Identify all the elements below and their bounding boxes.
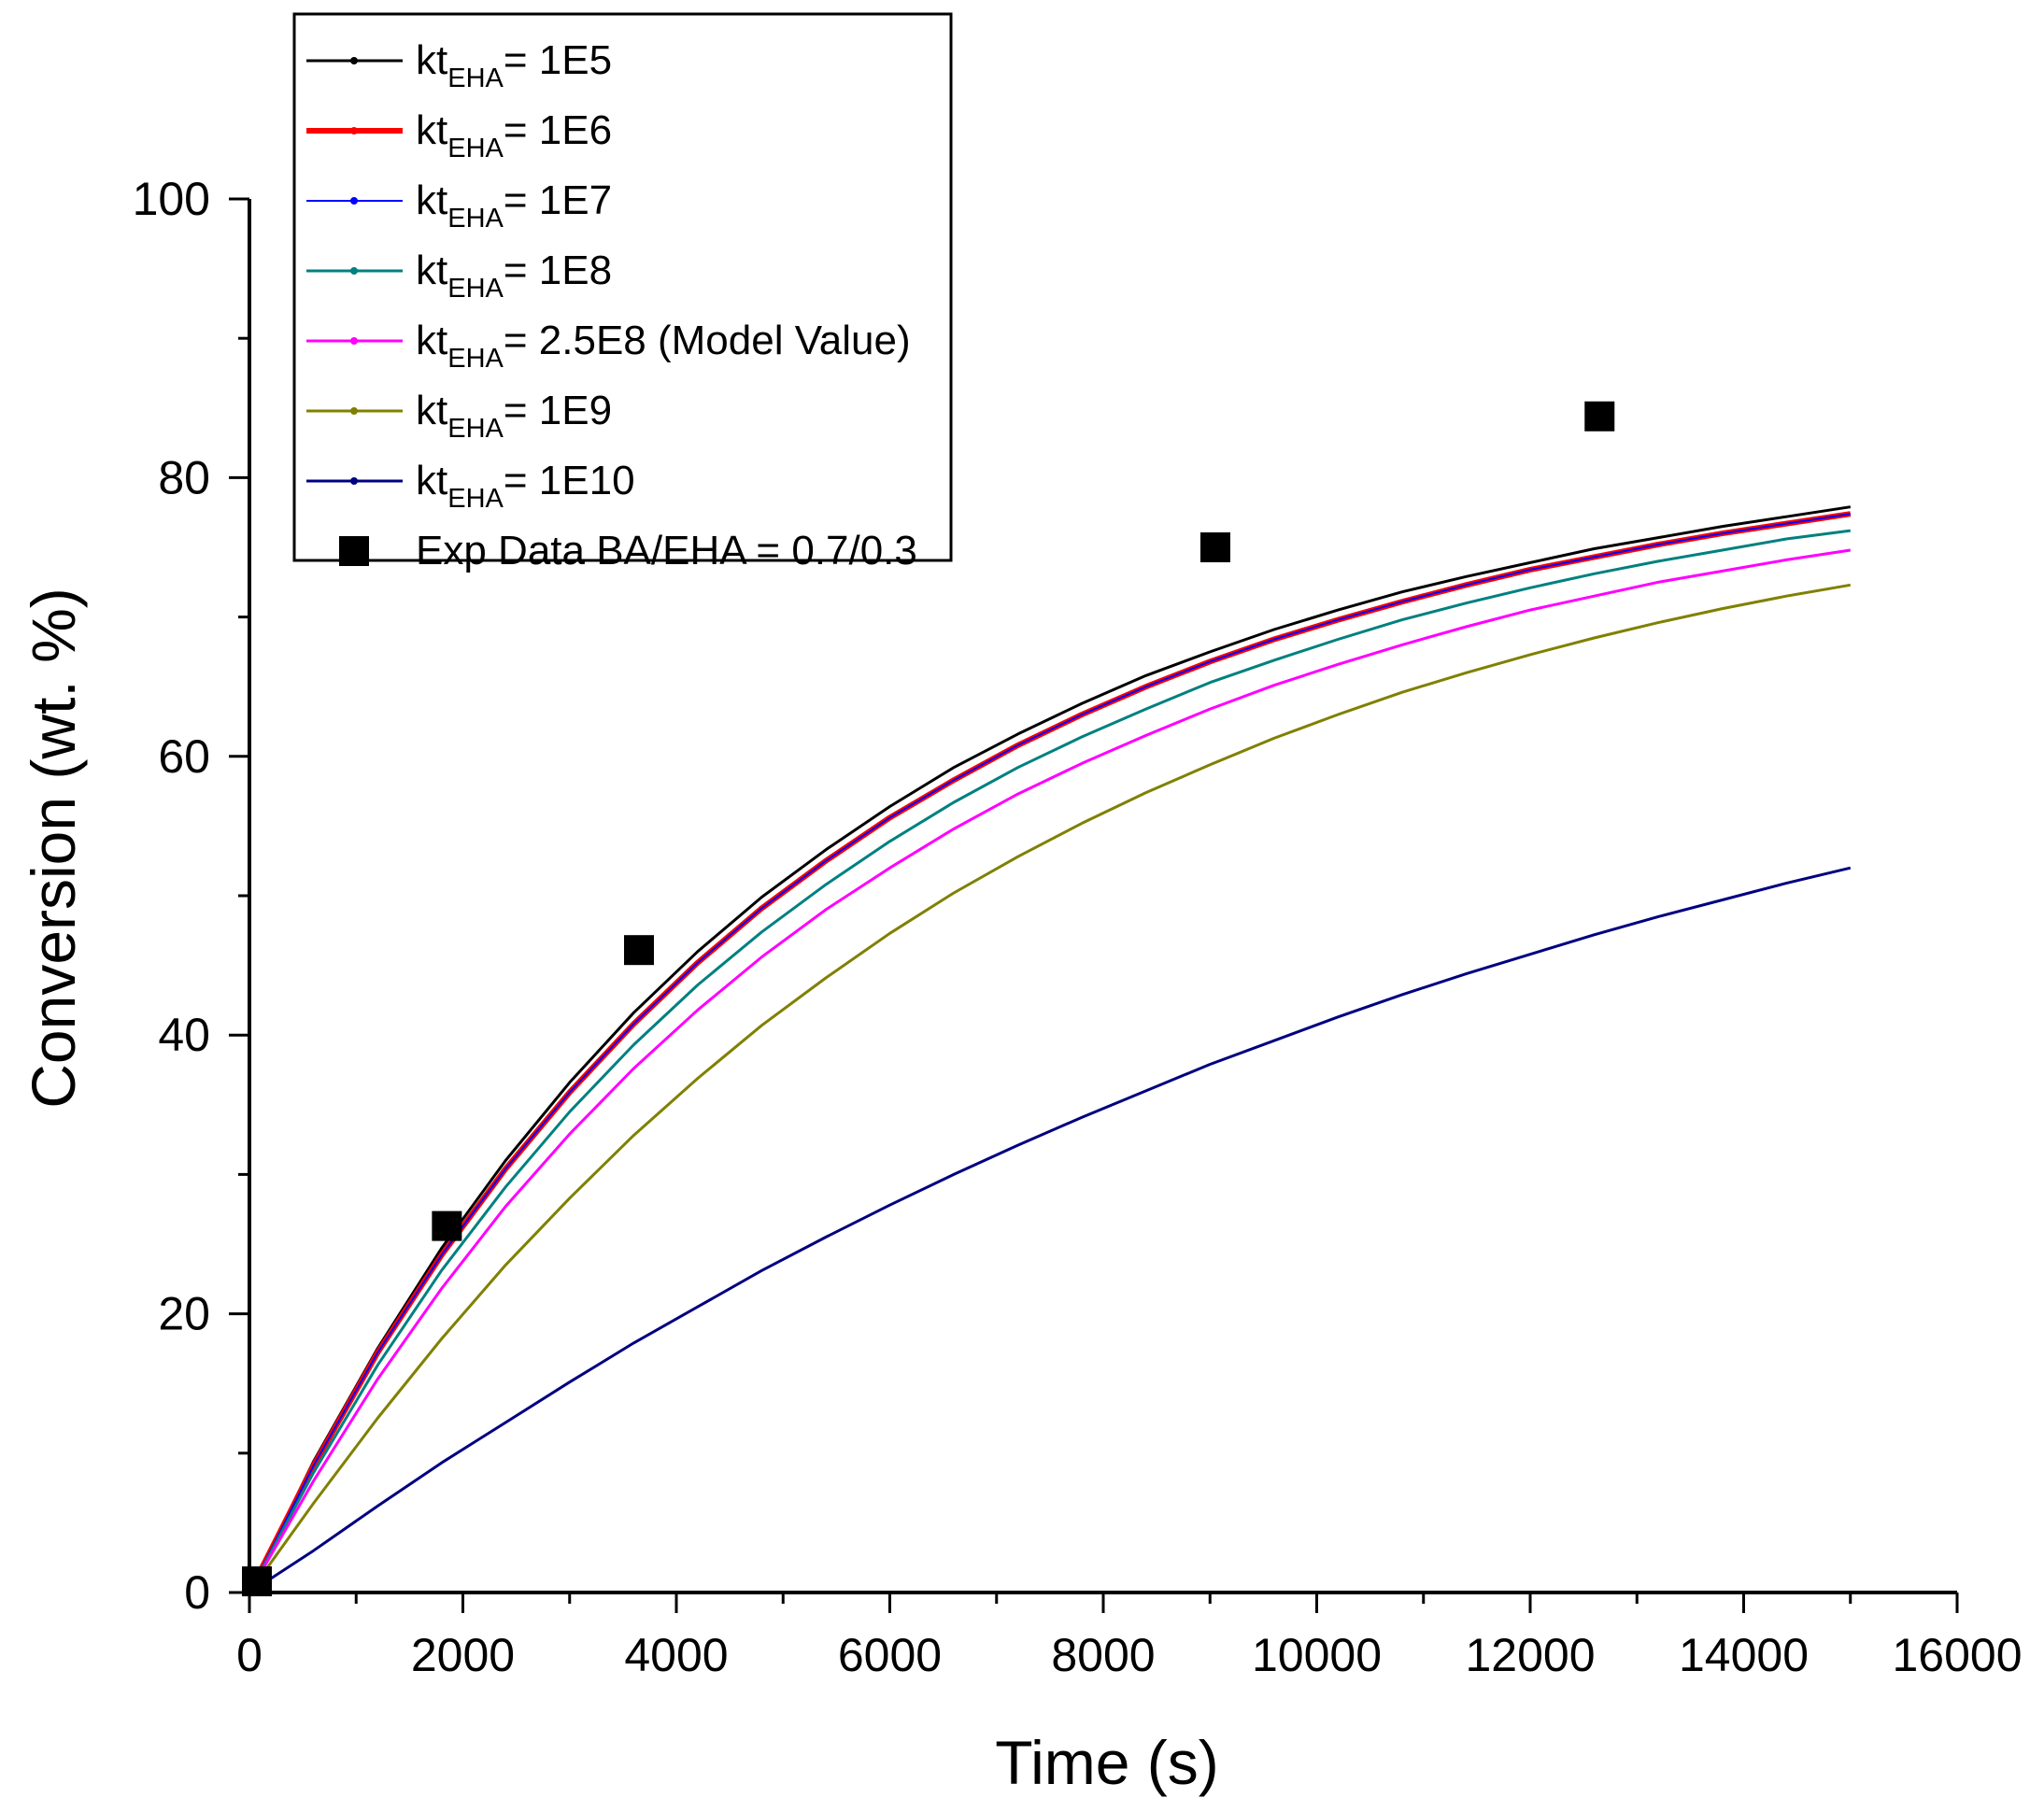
legend-label-2.5E8: ktEHA= 2.5E8 (Model Value) xyxy=(416,318,911,374)
legend-label-1E7: ktEHA= 1E7 xyxy=(416,177,612,234)
legend-label-suffix: = 1E9 xyxy=(504,388,612,433)
legend-label-suffix: = 2.5E8 (Model Value) xyxy=(504,318,911,363)
x-tick-label: 12000 xyxy=(1465,1629,1595,1681)
data-point xyxy=(1199,532,1230,562)
legend-label-prefix: kt xyxy=(416,107,447,153)
y-tick-label: 100 xyxy=(133,173,210,225)
legend-marker-1E5 xyxy=(350,57,358,64)
legend-label-1E5: ktEHA= 1E5 xyxy=(416,37,612,93)
legend-label-subscript: EHA xyxy=(447,344,504,374)
legend-label-prefix: kt xyxy=(416,318,447,363)
x-axis-title: Time (s) xyxy=(995,1728,1219,1797)
axes: 0 2000 4000 6000 8000 10000 12000 14000 16000 0 20… xyxy=(133,173,2023,1681)
legend-marker-1E6 xyxy=(350,127,358,134)
legend-label-suffix: = 1E6 xyxy=(504,107,612,153)
series-line-2.5E8 xyxy=(248,548,1852,1593)
legend-label-suffix: = 1E10 xyxy=(504,458,635,503)
legend-swatch-exp-data xyxy=(339,536,369,566)
legend-label-1E9: ktEHA= 1E9 xyxy=(416,388,612,444)
y-tick-label: 80 xyxy=(158,451,210,503)
x-tick-label: 4000 xyxy=(624,1629,728,1681)
legend-label-subscript: EHA xyxy=(447,414,504,444)
legend-label-suffix: = 1E7 xyxy=(504,177,612,223)
y-tick-label: 0 xyxy=(184,1566,210,1619)
series-line-1E6 xyxy=(247,511,1852,1594)
series-line-1E10 xyxy=(248,866,1852,1594)
x-tick-label: 16000 xyxy=(1892,1629,2022,1681)
x-tick-label: 10000 xyxy=(1252,1629,1382,1681)
legend-label-exp-data: Exp Data BA/EHA = 0.7/0.3 xyxy=(416,528,917,573)
data-point xyxy=(432,1210,462,1241)
legend-label-prefix: kt xyxy=(416,458,447,503)
legend-label-subscript: EHA xyxy=(447,134,504,163)
series-line-1E5 xyxy=(248,505,1852,1593)
legend-label-1E10: ktEHA= 1E10 xyxy=(416,458,635,514)
legend-label-subscript: EHA xyxy=(447,64,504,93)
y-tick-label: 60 xyxy=(158,730,210,783)
x-tick-label: 2000 xyxy=(411,1629,515,1681)
legend-label-suffix: = 1E8 xyxy=(504,248,612,293)
legend-marker-1E10 xyxy=(350,477,358,485)
series-line-1E7 xyxy=(248,513,1851,1593)
legend-label-subscript: EHA xyxy=(447,274,504,304)
legend-label-prefix: kt xyxy=(416,388,447,433)
legend-label-suffix: = 1E5 xyxy=(504,37,612,83)
legend-label-1E6: ktEHA= 1E6 xyxy=(416,107,612,163)
data-point xyxy=(1584,401,1615,432)
legend-label-1E8: ktEHA= 1E8 xyxy=(416,248,612,304)
series-line-1E9 xyxy=(248,583,1852,1593)
x-tick-label: 8000 xyxy=(1051,1629,1155,1681)
legend-box xyxy=(292,12,953,562)
legend-label-prefix: kt xyxy=(416,248,447,293)
legend-marker-1E9 xyxy=(350,407,358,415)
experimental-points xyxy=(241,401,1615,1597)
legend-marker-2.5E8 xyxy=(350,337,358,345)
legend-marker-1E8 xyxy=(350,267,358,275)
legend-marker-1E7 xyxy=(350,197,358,205)
legend-label-subscript: EHA xyxy=(447,204,504,234)
y-tick-label: 20 xyxy=(158,1288,210,1340)
plot-lines xyxy=(247,505,1852,1594)
x-tick-label: 0 xyxy=(236,1629,263,1681)
legend-label-subscript: EHA xyxy=(447,484,504,514)
x-tick-label: 14000 xyxy=(1679,1629,1809,1681)
x-tick-label: 6000 xyxy=(838,1629,942,1681)
y-axis-title: Conversion (wt. %) xyxy=(19,587,88,1109)
legend-label-prefix: kt xyxy=(416,37,447,83)
data-point xyxy=(624,935,655,966)
y-tick-label: 40 xyxy=(158,1009,210,1061)
legend-label-prefix: kt xyxy=(416,177,447,223)
series-line-1E8 xyxy=(248,529,1851,1593)
